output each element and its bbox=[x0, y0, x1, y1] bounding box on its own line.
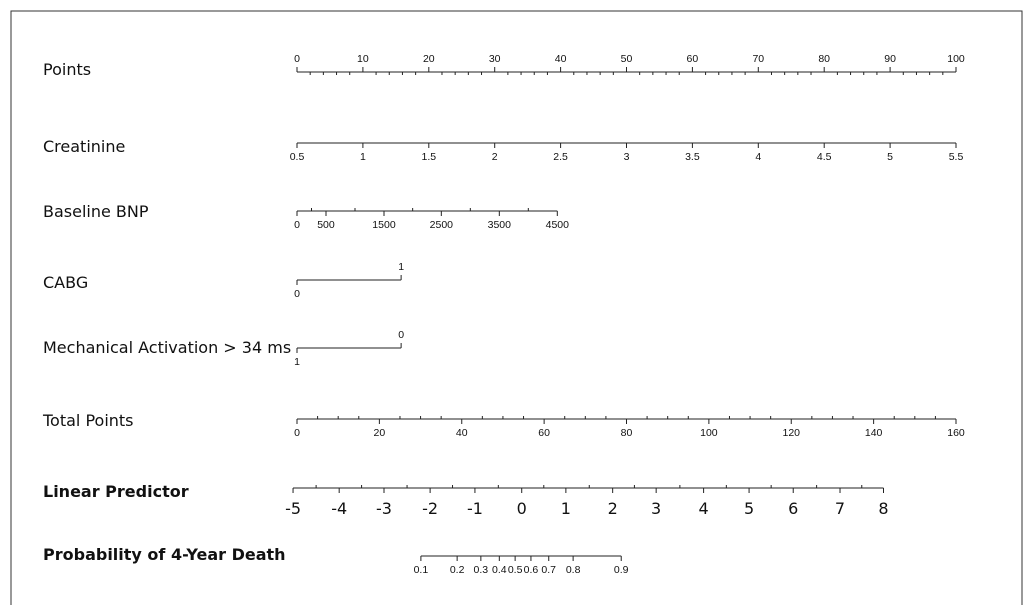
tick-label: 60 bbox=[687, 53, 699, 65]
tick-label: 90 bbox=[884, 53, 896, 65]
tick-label: 1 bbox=[360, 151, 366, 163]
tick-label: 4500 bbox=[546, 219, 570, 231]
scale-label: Baseline BNP bbox=[43, 202, 149, 221]
tick-label: 0 bbox=[294, 288, 300, 300]
scale-label: CABG bbox=[43, 273, 88, 292]
tick-label: 0 bbox=[398, 329, 404, 341]
tick-label: 8 bbox=[878, 499, 888, 518]
tick-label: 5 bbox=[744, 499, 754, 518]
tick-label: 0.6 bbox=[524, 564, 539, 576]
tick-label: 3.5 bbox=[685, 151, 700, 163]
tick-label: 3 bbox=[651, 499, 661, 518]
tick-label: 0.8 bbox=[566, 564, 581, 576]
tick-label: 1 bbox=[294, 356, 300, 368]
tick-label: 2 bbox=[492, 151, 498, 163]
tick-label: 20 bbox=[423, 53, 435, 65]
tick-label: 160 bbox=[947, 427, 965, 439]
tick-label: 7 bbox=[835, 499, 845, 518]
scale-label: Linear Predictor bbox=[43, 482, 189, 501]
tick-label: 2500 bbox=[430, 219, 454, 231]
scale-label: Probability of 4-Year Death bbox=[43, 545, 286, 564]
scale-label: Creatinine bbox=[43, 137, 125, 156]
tick-label: 1500 bbox=[372, 219, 396, 231]
tick-label: 60 bbox=[538, 427, 550, 439]
tick-label: 0 bbox=[294, 427, 300, 439]
tick-label: 30 bbox=[489, 53, 501, 65]
scale-label: Total Points bbox=[42, 411, 134, 430]
tick-label: 100 bbox=[947, 53, 965, 65]
tick-label: 140 bbox=[865, 427, 883, 439]
tick-label: 40 bbox=[555, 53, 567, 65]
scale-label: Points bbox=[43, 60, 91, 79]
tick-label: 4.5 bbox=[817, 151, 832, 163]
tick-label: 40 bbox=[456, 427, 468, 439]
tick-label: 500 bbox=[317, 219, 335, 231]
tick-label: 1 bbox=[561, 499, 571, 518]
tick-label: 10 bbox=[357, 53, 369, 65]
tick-label: 4 bbox=[699, 499, 709, 518]
tick-label: 0.4 bbox=[492, 564, 507, 576]
tick-label: 6 bbox=[788, 499, 798, 518]
tick-label: 0.5 bbox=[290, 151, 305, 163]
tick-label: 1 bbox=[398, 261, 404, 273]
tick-label: 0 bbox=[517, 499, 527, 518]
tick-label: 0 bbox=[294, 53, 300, 65]
tick-label: 0 bbox=[294, 219, 300, 231]
tick-label: 0.3 bbox=[474, 564, 489, 576]
tick-label: 3 bbox=[624, 151, 630, 163]
tick-label: 5.5 bbox=[949, 151, 964, 163]
scale-label: Mechanical Activation > 34 ms bbox=[43, 338, 291, 357]
tick-label: 80 bbox=[818, 53, 830, 65]
tick-label: 0.5 bbox=[508, 564, 523, 576]
tick-label: -4 bbox=[331, 499, 347, 518]
tick-label: 2 bbox=[608, 499, 618, 518]
tick-label: -2 bbox=[422, 499, 438, 518]
tick-label: 0.7 bbox=[541, 564, 556, 576]
tick-label: -1 bbox=[467, 499, 483, 518]
tick-label: 120 bbox=[782, 427, 800, 439]
tick-label: 50 bbox=[621, 53, 633, 65]
tick-label: 20 bbox=[374, 427, 386, 439]
tick-label: -5 bbox=[285, 499, 301, 518]
tick-label: 80 bbox=[621, 427, 633, 439]
tick-label: 5 bbox=[887, 151, 893, 163]
tick-label: 3500 bbox=[488, 219, 512, 231]
tick-label: 0.9 bbox=[614, 564, 629, 576]
tick-label: 100 bbox=[700, 427, 718, 439]
tick-label: 1.5 bbox=[421, 151, 436, 163]
tick-label: 4 bbox=[755, 151, 761, 163]
tick-label: 0.1 bbox=[414, 564, 429, 576]
tick-label: 70 bbox=[752, 53, 764, 65]
tick-label: -3 bbox=[376, 499, 392, 518]
tick-label: 0.2 bbox=[450, 564, 465, 576]
tick-label: 2.5 bbox=[553, 151, 568, 163]
frame bbox=[10, 10, 1023, 605]
